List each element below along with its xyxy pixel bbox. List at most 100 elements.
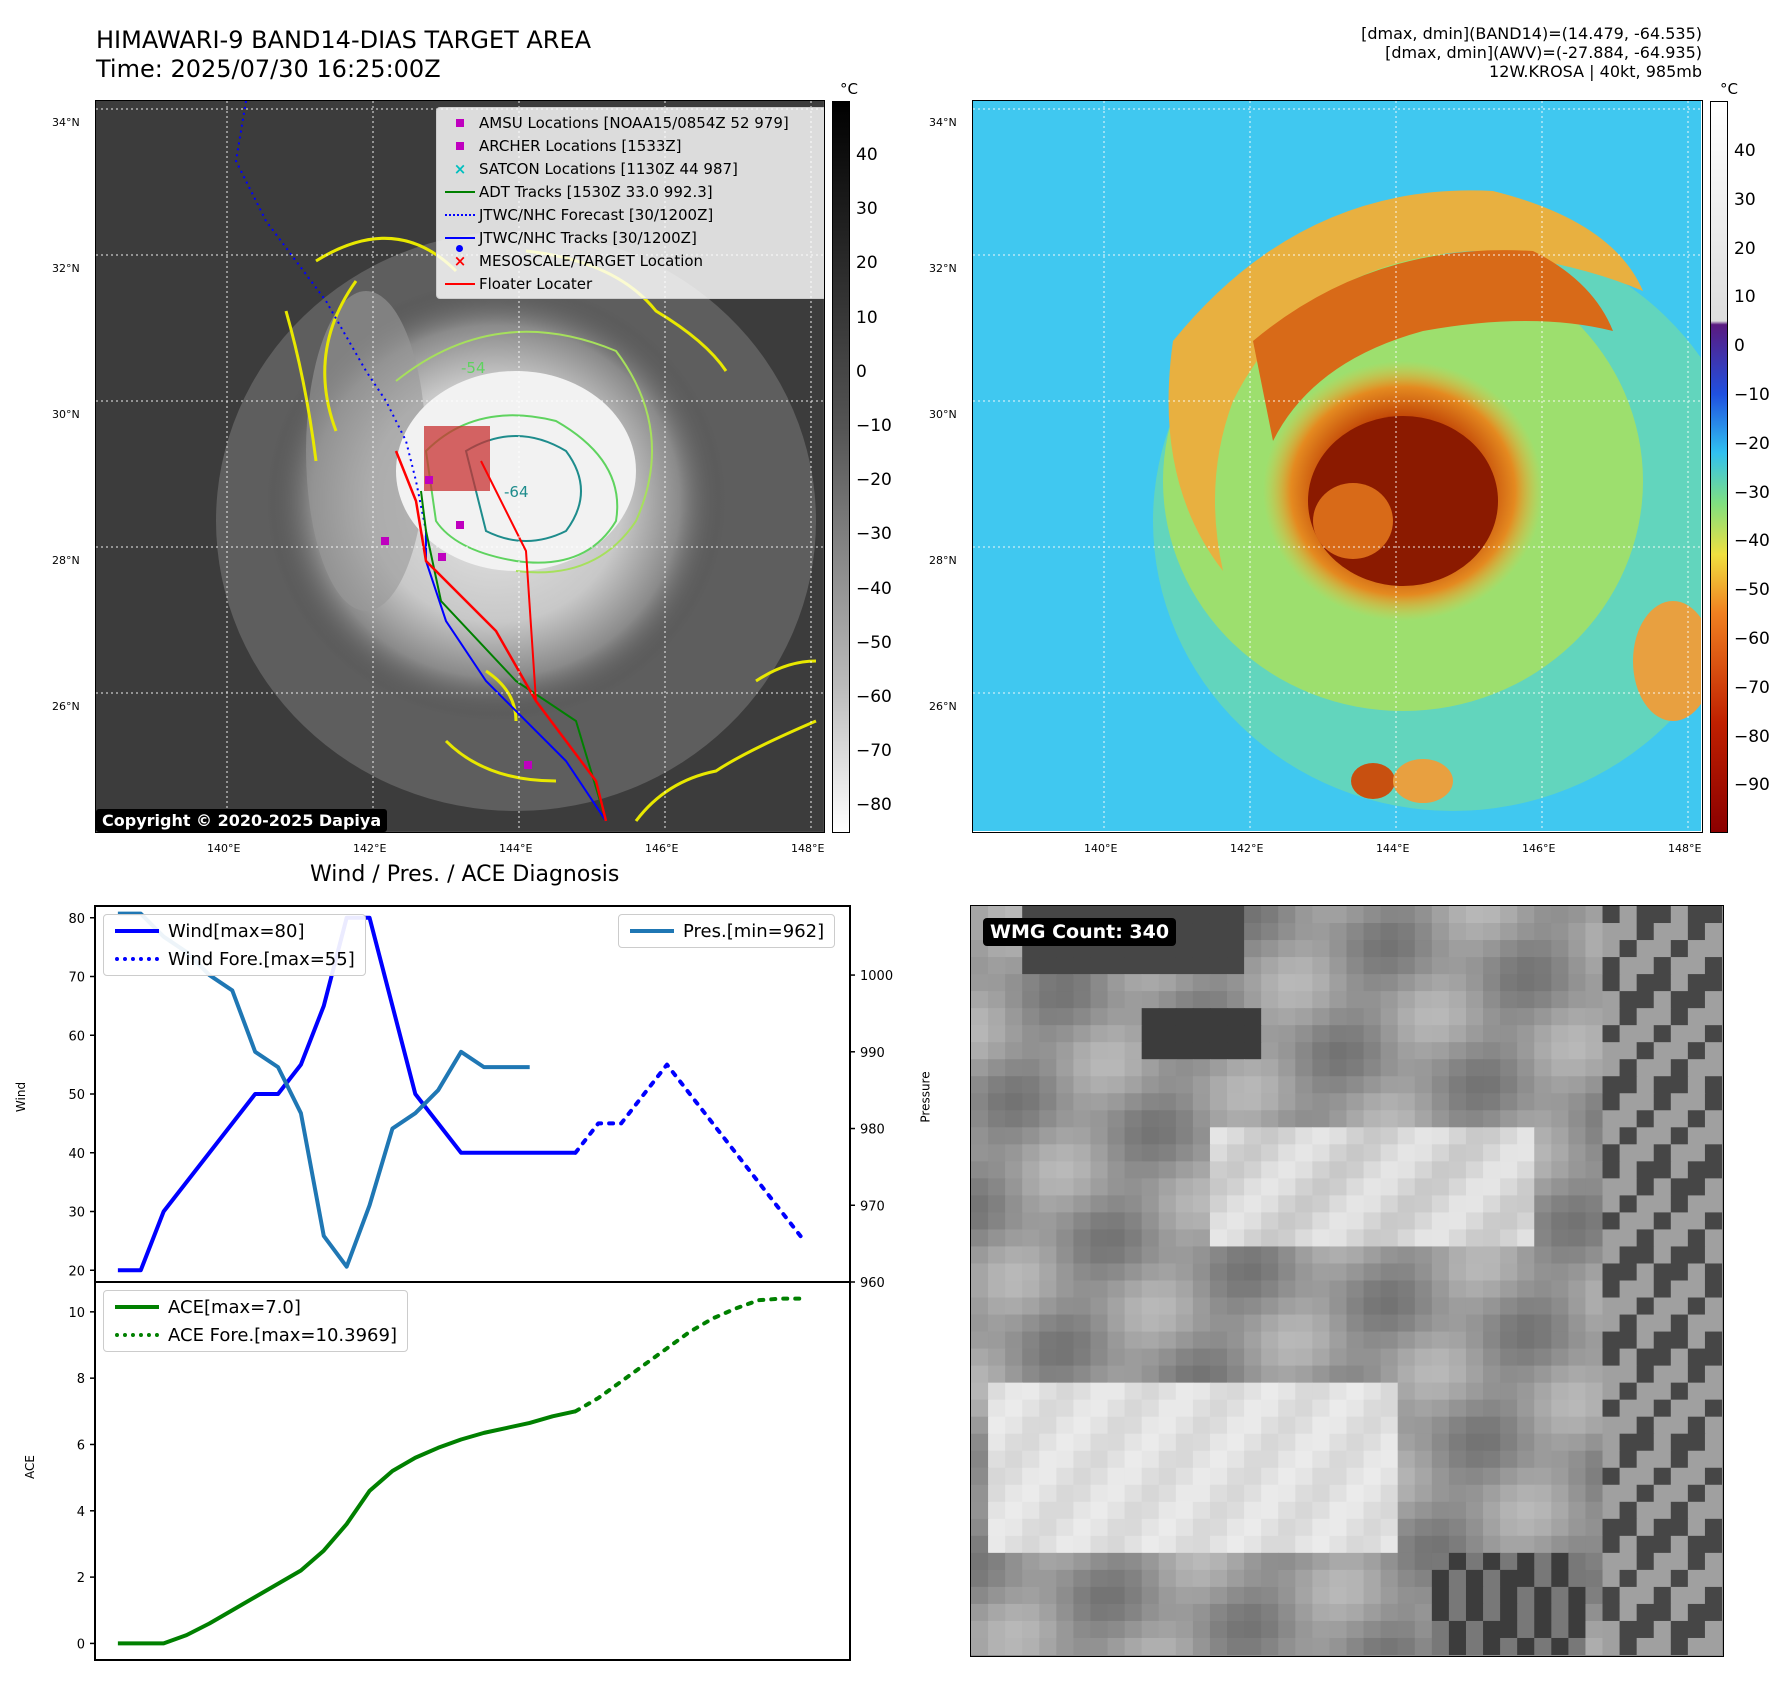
wmg-pixel: [1704, 1144, 1722, 1162]
wmg-pixel: [1687, 1042, 1706, 1060]
wmg-pixel: [1534, 1501, 1552, 1520]
wmg-pixel: [1568, 957, 1587, 975]
wmg-pixel: [1039, 1127, 1057, 1145]
wmg-pixel: [1500, 1246, 1518, 1265]
wmg-pixel: [1534, 1637, 1552, 1655]
wmg-pixel: [1329, 906, 1348, 924]
wmg-pixel: [1090, 1093, 1109, 1111]
wmg-pixel: [1568, 1178, 1587, 1196]
wmg-pixel: [1346, 1314, 1365, 1333]
wmg-pixel: [1551, 923, 1569, 941]
legend-label: ACE Fore.[max=10.3969]: [168, 1324, 397, 1346]
wmg-pixel: [1039, 1076, 1057, 1094]
wmg-pixel: [1329, 923, 1348, 941]
wmg-pixel: [1005, 1501, 1023, 1520]
lat-label: 34°N: [929, 116, 957, 129]
wmg-pixel: [1465, 1586, 1484, 1605]
wmg-pixel: [1039, 1161, 1057, 1179]
wmg-pixel: [1209, 1025, 1228, 1043]
wmg-pixel: [1602, 1450, 1621, 1469]
wmg-pixel: [1261, 1501, 1279, 1520]
legend-label: MESOSCALE/TARGET Location: [479, 251, 704, 270]
wmg-pixel: [1465, 1195, 1484, 1214]
wmg-pixel: [1192, 1314, 1211, 1333]
wmg-pixel: [1653, 940, 1672, 958]
wmg-pixel: [1192, 1263, 1211, 1282]
wmg-pixel: [1056, 1178, 1075, 1196]
wmg-pixel: [1175, 1365, 1194, 1384]
wmg-pixel: [1022, 974, 1040, 992]
wmg-pixel: [1244, 1552, 1262, 1571]
wmg-pixel: [1653, 1484, 1672, 1503]
wmg-pixel: [1107, 1484, 1126, 1503]
wmg-pixel: [1619, 1297, 1638, 1316]
wmg-pixel: [1653, 1501, 1672, 1520]
wmg-pixel: [1483, 1382, 1501, 1401]
wmg-pixel: [1483, 1314, 1501, 1333]
wmg-pixel: [1534, 1552, 1552, 1571]
wmg-pixel: [1141, 1144, 1160, 1162]
wmg-pixel: [1380, 1212, 1399, 1231]
wmg-pixel: [1397, 1127, 1416, 1145]
wmg-pixel: [1244, 1382, 1262, 1401]
wmg-pixel: [1483, 974, 1501, 992]
wmg-pixel: [1431, 1501, 1450, 1520]
wmg-pixel: [1158, 1229, 1177, 1248]
wmg-pixel: [1363, 1484, 1382, 1503]
wmg-pixel: [1448, 1399, 1467, 1418]
wmg-pixel: [1227, 1416, 1245, 1435]
wmg-pixel: [1227, 1144, 1245, 1162]
wmg-pixel: [1619, 1518, 1638, 1537]
wmg-pixel: [1500, 1586, 1518, 1605]
wmg-pixel: [1261, 1178, 1279, 1196]
wmg-pixel: [1090, 1280, 1109, 1299]
wmg-pixel: [1056, 1382, 1075, 1401]
wmg-pixel: [1141, 1025, 1160, 1043]
wmg-pixel: [1107, 1263, 1126, 1282]
wmg-pixel: [1483, 1518, 1501, 1537]
wmg-pixel: [1278, 1229, 1296, 1248]
wmg-pixel: [1209, 1076, 1228, 1094]
wmg-pixel: [1517, 1467, 1535, 1486]
wmg-pixel: [1039, 1280, 1057, 1299]
wmg-pixel: [988, 1348, 1006, 1367]
wmg-pixel: [1551, 1331, 1569, 1350]
wmg-pixel: [1500, 1161, 1518, 1179]
wmg-pixel: [1397, 957, 1416, 975]
wmg-pixel: [1551, 1127, 1569, 1145]
wmg-pixel: [1653, 1195, 1672, 1214]
wmg-pixel: [1022, 1008, 1040, 1026]
wmg-pixel: [1585, 1331, 1604, 1350]
lon-label: 140°E: [207, 842, 241, 855]
wmg-pixel: [1124, 1212, 1143, 1231]
wmg-pixel: [1056, 1314, 1075, 1333]
wmg-pixel: [1124, 957, 1143, 975]
wmg-pixel: [1670, 940, 1689, 958]
lon-label: 148°E: [1668, 842, 1702, 855]
wmg-pixel: [1005, 1280, 1023, 1299]
wmg-count-badge: WMG Count: 340: [983, 918, 1177, 946]
colorbar-left: [832, 101, 850, 833]
wmg-pixel: [1431, 1399, 1450, 1418]
wmg-pixel: [1619, 1246, 1638, 1265]
wmg-pixel: [1363, 1433, 1382, 1452]
wmg-pixel: [1261, 940, 1279, 958]
wmg-pixel: [1312, 1586, 1331, 1605]
wmg-pixel: [1704, 1399, 1722, 1418]
wmg-pixel: [1244, 1161, 1262, 1179]
wmg-pixel: [1483, 991, 1501, 1009]
wmg-pixel: [1329, 1042, 1348, 1060]
wmg-pixel: [1124, 1042, 1143, 1060]
wmg-pixel: [1107, 1331, 1126, 1350]
wmg-pixel: [1363, 923, 1382, 941]
wmg-pixel: [1107, 1637, 1126, 1655]
wmg-pixel: [1278, 1195, 1296, 1214]
wmg-pixel: [1346, 1161, 1365, 1179]
wmg-pixel: [1244, 974, 1262, 992]
wmg-pixel: [1380, 1416, 1399, 1435]
wmg-pixel: [1380, 1450, 1399, 1469]
wmg-pixel: [1363, 1178, 1382, 1196]
wmg-pixel: [1039, 1229, 1057, 1248]
wmg-pixel: [1346, 1093, 1365, 1111]
wmg-pixel: [1090, 1314, 1109, 1333]
